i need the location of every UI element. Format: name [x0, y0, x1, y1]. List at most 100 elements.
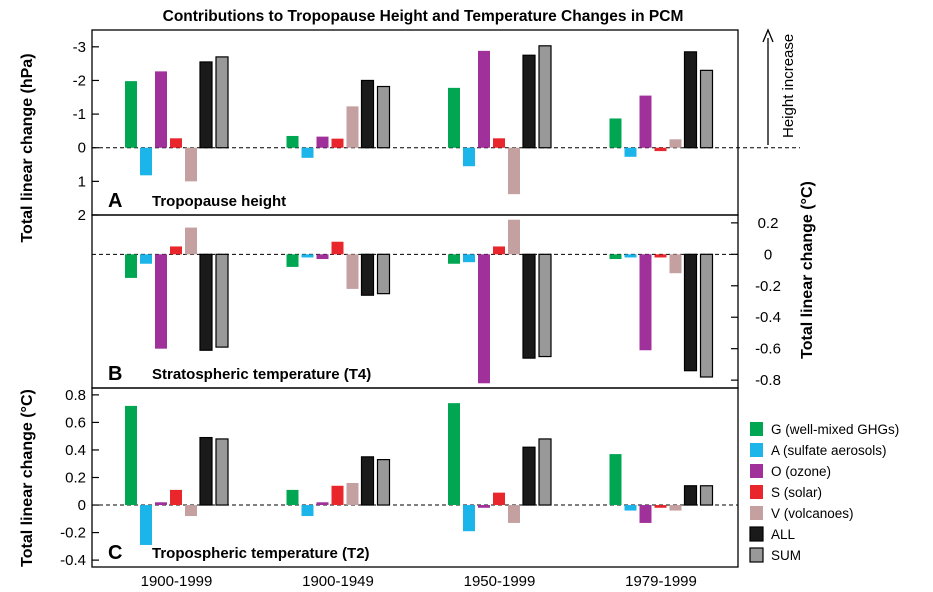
bar-v: [346, 106, 359, 148]
bar-g: [609, 118, 622, 148]
panel-frame: [91, 387, 739, 568]
legend-label-s: S (solar): [771, 485, 822, 500]
legend-label-sum: SUM: [771, 548, 801, 563]
bar-v: [508, 147, 520, 195]
panel-name: Stratospheric temperature (T4): [152, 366, 371, 383]
x-tick-label: 1950-1999: [464, 573, 536, 590]
bar-g: [609, 454, 622, 506]
bar-g: [286, 135, 299, 148]
bar-o: [316, 502, 329, 506]
height-increase-arrowhead: [762, 28, 774, 43]
panel-letter: C: [108, 542, 122, 564]
bar-g: [125, 81, 137, 148]
bar-s: [170, 246, 182, 255]
bar-v: [669, 505, 682, 511]
bar-sum: [538, 45, 552, 149]
legend-label-g: G (well-mixed GHGs): [771, 422, 899, 437]
panel-name: Tropospheric temperature (T2): [152, 545, 370, 562]
bar-o: [639, 95, 652, 148]
bar-a: [624, 254, 637, 258]
bar-all: [199, 61, 213, 149]
y-tick-label: 0.2: [758, 215, 779, 232]
bar-v: [346, 483, 359, 506]
bar-s: [170, 489, 182, 506]
panel-letter: B: [108, 363, 122, 385]
x-tick-label: 1979-1999: [625, 573, 697, 590]
y-tick-label: 0: [764, 246, 772, 263]
bar-o: [639, 254, 652, 351]
panel-name: Tropopause height: [152, 193, 286, 210]
bar-all: [683, 485, 698, 506]
bar-g: [125, 405, 137, 506]
bar-sum: [699, 485, 714, 506]
legend-label-a: A (sulfate aerosols): [771, 443, 887, 458]
bar-o: [478, 50, 490, 148]
height-increase-indicator: Height increase: [762, 28, 797, 145]
bar-sum: [376, 459, 391, 506]
y-tick-label: -0.4: [755, 309, 781, 326]
bar-a: [301, 147, 314, 158]
legend-label-all: ALL: [771, 527, 796, 542]
bar-all: [360, 253, 375, 296]
bar-sum: [699, 253, 714, 378]
bars-b: [125, 219, 714, 384]
bar-sum: [215, 253, 229, 348]
bar-a: [624, 505, 637, 511]
bar-sum: [215, 56, 229, 149]
y-tick-label: -1: [73, 106, 86, 123]
bar-g: [286, 254, 299, 267]
y-tick-label: -0.6: [755, 341, 781, 358]
legend-swatch-sum: [749, 547, 764, 563]
y-axis-b: 0.2 0 -0.2 -0.4 -0.6 -0.8: [731, 215, 781, 389]
bar-g: [286, 489, 299, 506]
bar-a: [301, 505, 314, 517]
y-axis-title-a: Total linear change (hPa): [19, 53, 36, 242]
bar-o: [155, 502, 167, 506]
y-tick-label: 0.4: [65, 442, 86, 459]
bar-all: [683, 253, 698, 372]
bar-v: [508, 505, 520, 523]
y-tick-label: -0.2: [60, 525, 86, 542]
legend-swatch-all: [749, 526, 764, 542]
y-tick-label: -0.2: [755, 278, 781, 295]
bar-s: [331, 485, 344, 506]
panel-b: 0.2 0 -0.2 -0.4 -0.6 -0.8 B Stratospheric tempe…: [91, 214, 781, 389]
bar-o: [155, 71, 167, 148]
bar-sum: [376, 253, 391, 295]
height-increase-label: Height increase: [780, 34, 797, 138]
bar-s: [654, 147, 667, 152]
bar-sum: [376, 85, 391, 149]
bar-o: [316, 254, 329, 260]
y-tick-label: -0.4: [60, 552, 86, 569]
bar-all: [199, 436, 213, 506]
bar-o: [478, 505, 490, 508]
y-tick-label: 1: [78, 173, 86, 190]
bar-sum: [699, 69, 714, 149]
bar-s: [493, 138, 505, 148]
bar-v: [185, 147, 197, 182]
bar-all: [683, 51, 698, 149]
bar-a: [463, 147, 475, 167]
bar-all: [199, 253, 213, 351]
bar-sum: [538, 253, 552, 358]
y-tick-label: 0.6: [65, 414, 86, 431]
y-axis-c: 0.8 0.6 0.4 0.2 0 -0.2 -0.4: [60, 387, 99, 569]
bar-all: [522, 253, 536, 359]
bar-v: [185, 505, 197, 517]
y-tick-label: -0.8: [755, 372, 781, 389]
x-axis: 1900-1999 1900-1949 1950-1999 1979-1999: [141, 573, 697, 590]
bar-sum: [538, 438, 552, 506]
bar-all: [360, 456, 375, 506]
bar-a: [463, 505, 475, 532]
bar-a: [624, 147, 637, 157]
bar-a: [301, 254, 314, 258]
bar-a: [140, 505, 152, 545]
y-tick-label: 0: [78, 497, 86, 514]
bar-sum: [215, 438, 229, 506]
legend-swatch-s: [750, 485, 763, 499]
bar-a: [140, 254, 152, 264]
y-tick-label: 0: [78, 140, 86, 157]
bar-g: [448, 254, 460, 264]
y-axis-title-b: Total linear change (°C): [799, 181, 816, 359]
